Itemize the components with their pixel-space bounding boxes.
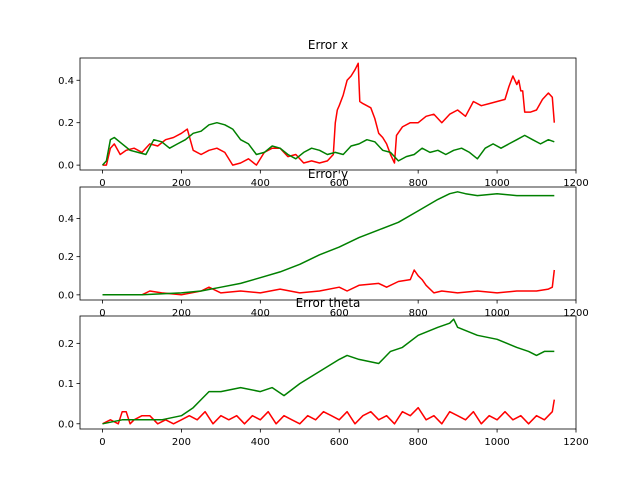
chart-title: Error theta	[296, 296, 361, 310]
axes-frame	[79, 57, 577, 171]
y-tick-label: 0.2	[58, 339, 74, 350]
series-line-green	[102, 318, 555, 425]
series-line-red	[102, 399, 556, 425]
y-tick-label: 0.0	[58, 161, 74, 172]
x-tick-label: 1200	[563, 437, 588, 448]
x-tick-label: 600	[330, 178, 349, 189]
axes-frame	[79, 315, 577, 430]
x-tick-label: 200	[172, 178, 191, 189]
subplot-2: 0 200 400 600 800 1000 1200 0.0 0.2 0.4 Error y	[58, 167, 589, 319]
x-tick-label: 1200	[563, 178, 588, 189]
y-tick-label: 0.0	[58, 290, 74, 301]
chart-title: Error x	[308, 38, 348, 52]
x-tick-label: 800	[409, 178, 428, 189]
x-tick-label: 1200	[563, 308, 588, 319]
y-tick-label: 0.4	[58, 214, 74, 225]
series-line-red	[102, 269, 556, 296]
subplot-1: 0 200 400 600 800 1000 1200 0.0 0.2 0.4 Error x	[58, 38, 589, 189]
x-tick-label: 200	[172, 437, 191, 448]
series-line-green	[102, 191, 555, 296]
chart-title: Error y	[308, 167, 348, 181]
x-tick-label: 400	[251, 308, 270, 319]
x-tick-label: 1000	[484, 178, 509, 189]
y-tick-label: 0.2	[58, 252, 74, 263]
series-line-green	[101, 121, 555, 166]
x-tick-label: 600	[330, 308, 349, 319]
series-line-red	[102, 62, 556, 166]
x-tick-label: 400	[251, 178, 270, 189]
x-tick-label: 0	[99, 308, 105, 319]
y-tick-label: 0.0	[58, 419, 74, 430]
x-tick-label: 800	[409, 437, 428, 448]
x-tick-label: 1000	[484, 308, 509, 319]
y-tick-label: 0.1	[58, 379, 74, 390]
x-tick-label: 400	[251, 437, 270, 448]
x-tick-label: 200	[172, 308, 191, 319]
x-tick-label: 800	[409, 308, 428, 319]
y-tick-label: 0.4	[58, 76, 74, 87]
x-tick-label: 1000	[484, 437, 509, 448]
x-tick-label: 0	[99, 178, 105, 189]
subplot-3: 0 200 400 600 800 1000 1200 0.0 0.1 0.2 Error thet…	[58, 296, 589, 448]
x-tick-label: 600	[330, 437, 349, 448]
y-tick-label: 0.2	[58, 118, 74, 129]
x-tick-label: 0	[99, 437, 105, 448]
axes-frame	[79, 186, 577, 301]
